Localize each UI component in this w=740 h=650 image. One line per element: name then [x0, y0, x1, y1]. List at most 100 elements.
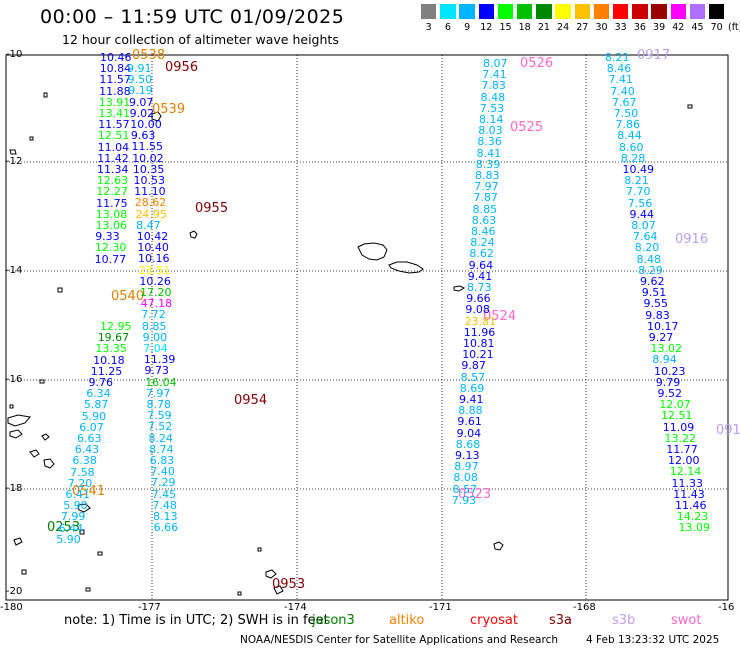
wave-height-value: 6.07 [79, 420, 104, 434]
wave-height-value: 9.50 [127, 73, 153, 87]
lat-label: -10 [6, 49, 23, 60]
color-scale-swatch [670, 4, 686, 19]
wave-height-value: 5.87 [83, 398, 109, 412]
color-scale-swatch [593, 4, 610, 19]
island [85, 587, 91, 592]
fiji-island [9, 429, 23, 439]
wave-height-value: 8.36 [477, 135, 502, 149]
pass-label: 0540 [111, 289, 145, 304]
wave-height-value: 8.21 [624, 174, 649, 188]
color-scale-label: 45 [691, 22, 704, 33]
satellite-legend-s3b: s3b [612, 613, 636, 628]
wave-height-value: 11.04 [97, 140, 130, 154]
wave-height-value: 7.86 [615, 118, 641, 132]
wave-height-value: 8.20 [634, 241, 660, 255]
wave-height-value: 9.55 [643, 297, 669, 311]
color-scale-swatch [632, 4, 648, 19]
wave-height-value: 9.63 [130, 129, 156, 143]
satellite-legend-swot: swot [671, 613, 702, 628]
lon-gridlines [151, 55, 587, 600]
wave-height-value: 7.20 [67, 476, 93, 490]
page-title: 00:00 – 11:59 UTC 01/09/2025 [40, 6, 345, 28]
color-scale-label: 9 [464, 22, 471, 33]
wave-height-value: 8.85 [141, 319, 167, 333]
satellite-legend-jason3: jason3 [312, 613, 355, 628]
lat-label: -18 [6, 483, 23, 494]
wave-height-value: 7.87 [473, 191, 498, 205]
wave-height-value: 9.00 [142, 330, 168, 344]
wave-height-value: 10.49 [622, 163, 655, 176]
wave-height-value: 8.29 [638, 263, 663, 277]
color-scale-label: 3 [425, 22, 432, 33]
lon-label: -174 [284, 602, 307, 613]
color-scale-label: 36 [633, 22, 646, 33]
wave-height-value: 5.90 [63, 499, 88, 513]
wave-height-value: 9.04 [456, 426, 482, 440]
wave-height-value: 9.41 [467, 269, 493, 283]
wave-height-value: 17.20 [140, 286, 172, 299]
wave-height-value: 7.70 [626, 185, 651, 199]
wave-height-value: 12.07 [659, 398, 691, 412]
color-scale-label: 18 [518, 22, 531, 33]
color-scale-swatch [517, 4, 533, 19]
island [265, 569, 277, 579]
island [453, 285, 466, 292]
wave-height-value: 8.48 [480, 90, 506, 104]
pass-label: 0916 [675, 232, 709, 247]
color-scale-label: 27 [576, 22, 589, 33]
color-scale-swatch [613, 4, 629, 19]
wave-height-value: 13.91 [98, 95, 131, 109]
wave-height-value: 8.63 [471, 213, 497, 227]
wave-height-value: 8.03 [478, 124, 503, 138]
pass-label: 0253 [47, 520, 81, 535]
color-scale-label: 30 [595, 22, 608, 33]
wave-height-value: 6.38 [72, 454, 97, 468]
wave-height-value: 9.76 [88, 376, 114, 389]
color-scale-swatch [459, 4, 475, 19]
wave-height-value: 7.52 [147, 420, 173, 434]
color-scale-label: 12 [480, 22, 493, 33]
wave-height-value: 10.46 [100, 51, 132, 64]
wave-height-value: 7.41 [482, 68, 507, 82]
wave-height-value: 10.17 [647, 319, 679, 333]
pass-label: 0526 [520, 56, 554, 71]
wave-height-value: 9.61 [457, 415, 482, 429]
wave-height-value: 10.77 [94, 252, 127, 266]
wave-height-value: 8.74 [149, 442, 174, 456]
samoa-savaii-island [357, 242, 388, 261]
wave-height-value: 23.51 [138, 263, 171, 277]
wave-height-value: 13.35 [95, 342, 127, 356]
satellite-legend-altiko: altiko [389, 613, 425, 628]
wave-height-value: 10.35 [132, 162, 165, 176]
lon-label: -168 [573, 602, 596, 613]
pass-label: 0524 [483, 309, 517, 324]
wave-height-value: 8.41 [476, 146, 502, 160]
wave-height-value: 9.73 [144, 364, 170, 378]
fiji-island [41, 433, 50, 441]
wave-height-value: 7.64 [633, 230, 658, 244]
footer-note: note: 1) Time is in UTC; 2) SWH is in fe… [64, 613, 329, 628]
wave-height-value: 7.45 [151, 487, 177, 501]
lat-label: -20 [6, 586, 23, 597]
island [29, 136, 34, 141]
wave-height-value: 11.96 [463, 325, 496, 339]
wave-height-value: 8.57 [452, 482, 478, 496]
color-scale-swatch [421, 4, 437, 19]
wave-height-value: 13.02 [650, 342, 683, 356]
pass-label: 0538 [132, 48, 166, 63]
generated-timestamp: 4 Feb 13:23:32 UTC 2025 [586, 634, 720, 646]
wave-height-value: 10.23 [654, 364, 686, 378]
island [43, 92, 48, 98]
wave-height-value: 8.24 [470, 236, 495, 250]
wave-height-value: 7.93 [451, 493, 477, 507]
satellite-legend-s3a: s3a [549, 613, 573, 628]
wave-height-value: 9.02 [129, 106, 155, 120]
island [77, 503, 91, 513]
wave-height-value: 10.18 [93, 353, 125, 367]
island [13, 537, 23, 546]
pass-label: 0953 [272, 577, 306, 592]
island [273, 585, 284, 595]
fiji-island [7, 414, 31, 427]
wave-height-value: 11.34 [97, 163, 129, 176]
